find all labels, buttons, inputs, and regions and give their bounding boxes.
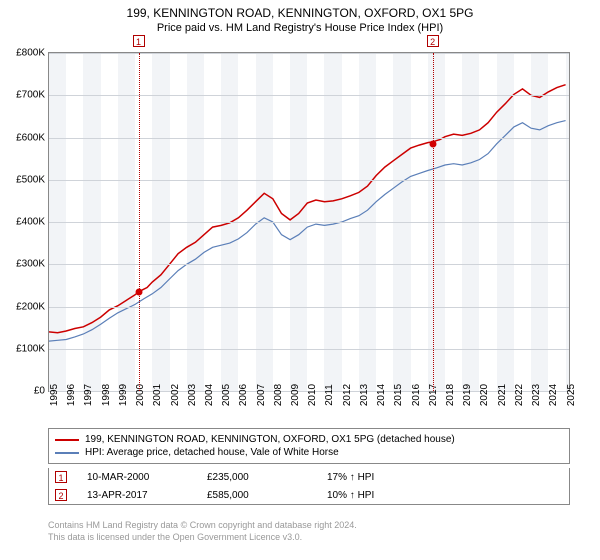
x-axis-label: 1998 — [101, 384, 112, 406]
x-axis-label: 2008 — [273, 384, 284, 406]
x-axis-label: 2023 — [531, 384, 542, 406]
chart-legend: 199, KENNINGTON ROAD, KENNINGTON, OXFORD… — [48, 428, 570, 464]
gridline — [49, 307, 569, 308]
sale-marker-box: 2 — [427, 35, 439, 47]
legend-swatch — [55, 439, 79, 441]
footer-line1: Contains HM Land Registry data © Crown c… — [48, 520, 570, 532]
sale-marker-line — [433, 53, 434, 391]
x-axis-label: 2019 — [462, 384, 473, 406]
x-axis-label: 2011 — [324, 384, 335, 406]
x-axis-label: 2000 — [135, 384, 146, 406]
sale-hpi: 17% ↑ HPI — [327, 472, 427, 483]
x-axis-label: 2014 — [376, 384, 387, 406]
sales-row: 1 10-MAR-2000 £235,000 17% ↑ HPI — [49, 468, 569, 486]
sale-price: £585,000 — [207, 490, 307, 501]
y-axis-label: £500K — [16, 174, 45, 185]
sale-marker-box: 1 — [133, 35, 145, 47]
sale-index: 2 — [55, 489, 67, 501]
sales-table: 1 10-MAR-2000 £235,000 17% ↑ HPI 2 13-APR-201… — [48, 468, 570, 505]
sales-row: 2 13-APR-2017 £585,000 10% ↑ HPI — [49, 486, 569, 504]
x-axis-label: 2004 — [204, 384, 215, 406]
x-axis-label: 1999 — [118, 384, 129, 406]
x-axis-label: 2012 — [342, 384, 353, 406]
legend-label: 199, KENNINGTON ROAD, KENNINGTON, OXFORD… — [85, 434, 455, 445]
x-axis-label: 2001 — [152, 384, 163, 406]
sale-date: 13-APR-2017 — [87, 490, 187, 501]
x-axis-label: 2007 — [256, 384, 267, 406]
chart-title: 199, KENNINGTON ROAD, KENNINGTON, OXFORD… — [0, 0, 600, 20]
gridline — [49, 53, 569, 54]
sale-marker-line — [139, 53, 140, 391]
x-axis-label: 2013 — [359, 384, 370, 406]
x-axis-label: 1997 — [83, 384, 94, 406]
chart-plot-area: £0£100K£200K£300K£400K£500K£600K£700K£80… — [48, 52, 570, 392]
sale-index: 1 — [55, 471, 67, 483]
x-axis-label: 2022 — [514, 384, 525, 406]
x-axis-label: 2010 — [307, 384, 318, 406]
x-axis-label: 2016 — [411, 384, 422, 406]
y-axis-label: £600K — [16, 132, 45, 143]
legend-swatch — [55, 452, 79, 454]
y-axis-label: £200K — [16, 301, 45, 312]
gridline — [49, 180, 569, 181]
legend-row: HPI: Average price, detached house, Vale… — [55, 446, 563, 459]
legend-label: HPI: Average price, detached house, Vale… — [85, 447, 339, 458]
y-axis-label: £700K — [16, 90, 45, 101]
sale-hpi: 10% ↑ HPI — [327, 490, 427, 501]
y-axis-label: £0 — [34, 386, 45, 397]
x-axis-label: 2024 — [548, 384, 559, 406]
gridline — [49, 264, 569, 265]
x-axis-label: 2009 — [290, 384, 301, 406]
gridline — [49, 138, 569, 139]
gridline — [49, 222, 569, 223]
y-axis-label: £400K — [16, 217, 45, 228]
x-axis-label: 2020 — [479, 384, 490, 406]
x-axis-label: 1996 — [66, 384, 77, 406]
y-axis-label: £800K — [16, 48, 45, 59]
series-line — [49, 85, 566, 333]
x-axis-label: 2005 — [221, 384, 232, 406]
x-axis-label: 2015 — [393, 384, 404, 406]
gridline — [49, 95, 569, 96]
sale-marker-dot — [429, 140, 436, 147]
series-line — [49, 121, 566, 342]
x-axis-label: 2006 — [238, 384, 249, 406]
footer-line2: This data is licensed under the Open Gov… — [48, 532, 570, 544]
sale-date: 10-MAR-2000 — [87, 472, 187, 483]
y-axis-label: £300K — [16, 259, 45, 270]
x-axis-label: 2002 — [170, 384, 181, 406]
x-axis-label: 2018 — [445, 384, 456, 406]
chart-container: 199, KENNINGTON ROAD, KENNINGTON, OXFORD… — [0, 0, 600, 560]
y-axis-label: £100K — [16, 343, 45, 354]
x-axis-label: 2003 — [187, 384, 198, 406]
x-axis-label: 2025 — [566, 384, 577, 406]
sale-marker-dot — [135, 288, 142, 295]
footer-attribution: Contains HM Land Registry data © Crown c… — [48, 514, 570, 543]
chart-subtitle: Price paid vs. HM Land Registry's House … — [0, 20, 600, 34]
sale-price: £235,000 — [207, 472, 307, 483]
x-axis-label: 1995 — [49, 384, 60, 406]
legend-row: 199, KENNINGTON ROAD, KENNINGTON, OXFORD… — [55, 433, 563, 446]
x-axis-label: 2021 — [497, 384, 508, 406]
gridline — [49, 349, 569, 350]
